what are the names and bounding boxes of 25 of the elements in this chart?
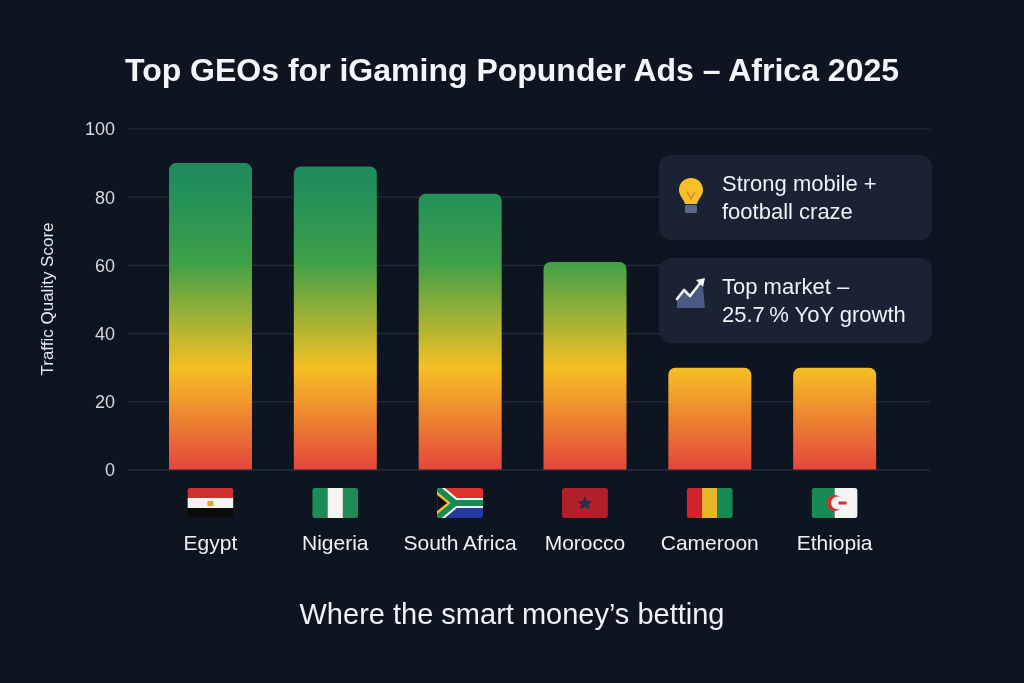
bar xyxy=(169,163,252,470)
y-tick-label: 100 xyxy=(84,119,115,140)
y-tick-label: 80 xyxy=(94,187,115,208)
x-tick-label: Ethiopia xyxy=(796,531,873,554)
x-tick-label: Cameroon xyxy=(660,531,759,554)
x-tick-label: Morocco xyxy=(544,531,626,554)
x-tick-label: Nigeria xyxy=(301,531,369,554)
bar xyxy=(668,367,752,470)
y-axis-title: Traffic Quality Score xyxy=(37,222,57,376)
y-tick-label: 60 xyxy=(94,255,115,276)
y-tick-label: 0 xyxy=(104,460,115,481)
bar xyxy=(793,367,877,470)
chart-title: Top GEOs for iGaming Popunder Ads – Africa 2025 xyxy=(123,51,901,90)
y-tick-label: 40 xyxy=(94,323,115,344)
bar xyxy=(418,193,502,470)
annotation: Strong mobile + football craze xyxy=(722,169,878,226)
note-card: Top market – 25.7 % YoY growth xyxy=(659,258,932,343)
annotation: Top market – 25.7 % YoY growth xyxy=(722,272,907,329)
x-tick-label: Egypt xyxy=(183,531,238,554)
y-tick-label: 20 xyxy=(94,392,115,413)
text: Where the smart money’s betting xyxy=(298,597,726,632)
bar xyxy=(293,166,377,470)
x-tick-label: South Africa xyxy=(403,531,518,554)
note-card: Strong mobile + football craze xyxy=(659,155,932,240)
bar xyxy=(543,261,627,470)
